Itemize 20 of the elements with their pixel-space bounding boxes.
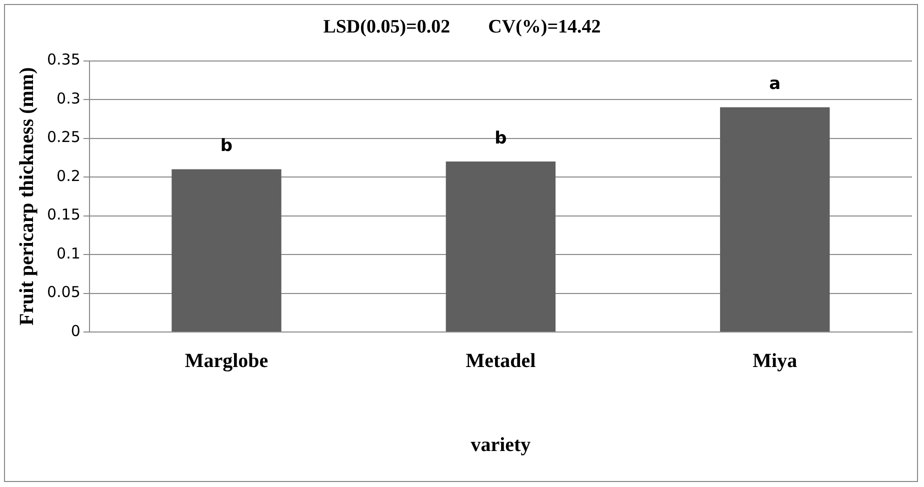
bar bbox=[720, 107, 830, 332]
y-tick-label: 0 bbox=[70, 322, 80, 340]
chart-title: LSD(0.05)=0.02 CV(%)=14.42 bbox=[323, 16, 601, 38]
x-tick-label: Marglobe bbox=[184, 350, 268, 372]
y-tick-label: 0.25 bbox=[46, 128, 80, 146]
y-tick-label: 0.2 bbox=[56, 166, 80, 185]
annotation: b bbox=[220, 136, 233, 156]
y-axis-title: Fruit pericarp thickness (mm) bbox=[16, 67, 38, 326]
x-tick-label: Miya bbox=[752, 350, 798, 372]
x-axis-title: variety bbox=[470, 434, 531, 456]
y-tick-label: 0.1 bbox=[56, 244, 80, 262]
bar bbox=[446, 162, 556, 332]
annotation: a bbox=[769, 74, 781, 94]
annotation: b bbox=[494, 128, 507, 148]
y-tick-label: 0.35 bbox=[46, 50, 80, 69]
y-tick-label: 0.15 bbox=[46, 206, 80, 224]
bar bbox=[172, 169, 282, 332]
y-tick-label: 0.3 bbox=[56, 89, 80, 108]
y-tick-label: 0.05 bbox=[46, 283, 80, 302]
x-tick-label: Metadel bbox=[466, 350, 536, 372]
